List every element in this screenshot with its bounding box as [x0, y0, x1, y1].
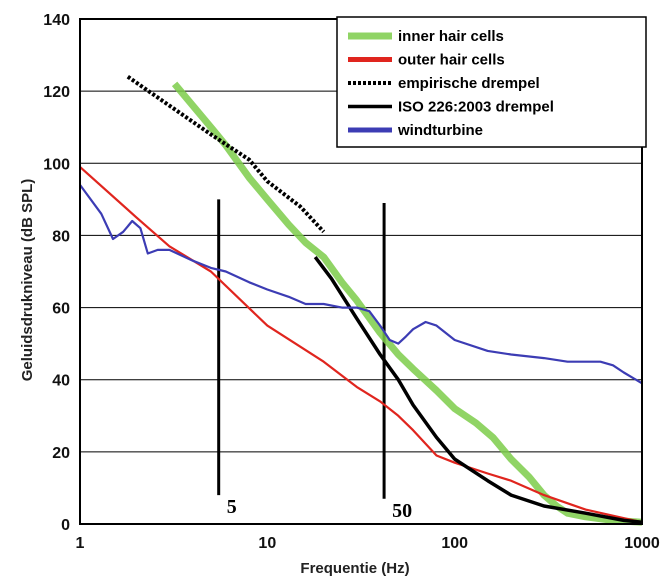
y-tick-label: 80: [52, 228, 70, 245]
y-axis-label: Geluidsdrukniveau (dB SPL): [19, 179, 36, 382]
y-tick-label: 100: [43, 156, 70, 173]
marker-label: 50: [392, 500, 412, 522]
x-tick-label: 1: [76, 535, 85, 552]
marker-label: 5: [227, 496, 237, 518]
grid-lines: [80, 18, 642, 525]
series-layer: [79, 75, 643, 526]
legend-label: outer hair cells: [398, 52, 505, 69]
x-tick-label: 1000: [624, 535, 660, 552]
series-line: [126, 75, 326, 234]
y-tick-label: 40: [52, 373, 70, 390]
frequency-markers: 5 50: [217, 199, 412, 522]
x-axis-label: Frequentie (Hz): [300, 560, 409, 577]
y-tick-label: 60: [52, 301, 70, 318]
x-tick-label: 100: [441, 535, 468, 552]
x-tick-label: 10: [258, 535, 276, 552]
series-line: [313, 256, 643, 524]
legend-label: ISO 226:2003 drempel: [398, 99, 554, 116]
series-line: [171, 81, 643, 526]
y-tick-label: 0: [61, 517, 70, 534]
legend-label: empirische drempel: [398, 75, 540, 92]
y-tick-labels: 0 20 40 60 80 100 120 140: [43, 12, 70, 534]
legend: inner hair cells outer hair cells empirisc…: [336, 16, 647, 148]
x-tick-labels: 1 10 100 1000: [76, 535, 660, 552]
y-tick-label: 140: [43, 12, 70, 29]
y-tick-label: 20: [52, 445, 70, 462]
y-tick-label: 120: [43, 84, 70, 101]
legend-label: inner hair cells: [398, 28, 504, 45]
legend-label: windturbine: [397, 122, 483, 139]
series-line: [79, 166, 643, 524]
series-line: [79, 184, 643, 385]
